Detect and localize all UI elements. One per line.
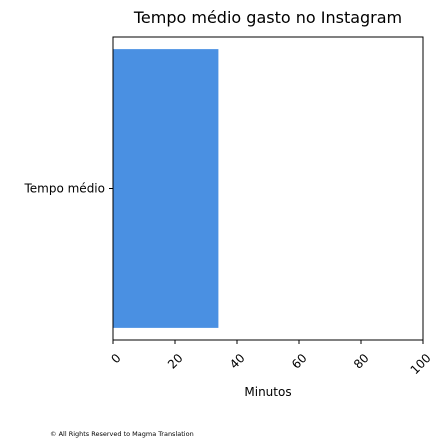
x-tick-label: 60 xyxy=(289,351,310,372)
x-tick-label: 80 xyxy=(351,351,372,372)
chart-title: Tempo médio gasto no Instagram xyxy=(133,8,402,27)
copyright-footer: © All Rights Reserved to Magma Translati… xyxy=(50,430,194,438)
x-tick-label: 20 xyxy=(165,351,186,372)
axes-frame xyxy=(112,36,424,341)
x-tick-label: 0 xyxy=(108,351,123,366)
plot-area: Tempo médio 0 20 40 60 80 100 xyxy=(23,36,434,377)
x-tick-label: 100 xyxy=(408,351,434,377)
x-axis-label: Minutos xyxy=(244,385,291,399)
x-tick-label: 40 xyxy=(227,351,248,372)
bar xyxy=(113,49,219,328)
y-tick-label: Tempo médio xyxy=(23,182,105,196)
